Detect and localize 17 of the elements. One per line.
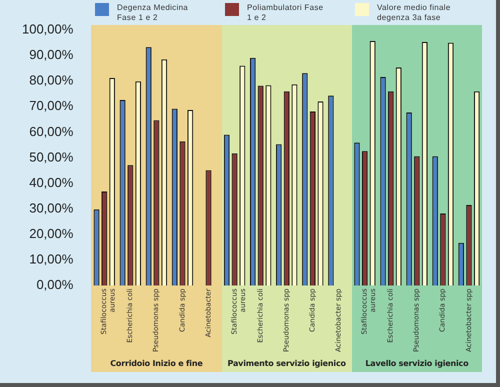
y-tick-label: 30,00%	[29, 200, 74, 216]
y-tick-label: 20,00%	[29, 226, 74, 241]
text: Corridoio Inizio e fine	[109, 359, 204, 368]
y-tick-label: 100,00%	[22, 22, 74, 37]
y-tick-label: 70,00%	[29, 98, 74, 114]
legend-label: Poliambulatori Fase 1 e 2	[247, 3, 324, 23]
y-tick-label: 50,00%	[29, 149, 74, 164]
y-tick-label: 0,00%	[36, 277, 74, 292]
y-tick-label: 10,00%	[29, 252, 74, 267]
legend-label: Degenza Medicina Fase 1 e 2	[117, 3, 190, 23]
text: Pavimento servizio igienico	[226, 359, 347, 368]
y-tick-label: 80,00%	[29, 72, 74, 88]
y-tick-label: 40,00%	[29, 174, 74, 190]
text: Lavello servizio igienico	[364, 359, 470, 368]
y-tick-label: 90,00%	[29, 47, 74, 62]
legend-label: Valore medio finale degenza 3a fase	[377, 3, 452, 23]
y-tick-label: 60,00%	[29, 124, 74, 139]
